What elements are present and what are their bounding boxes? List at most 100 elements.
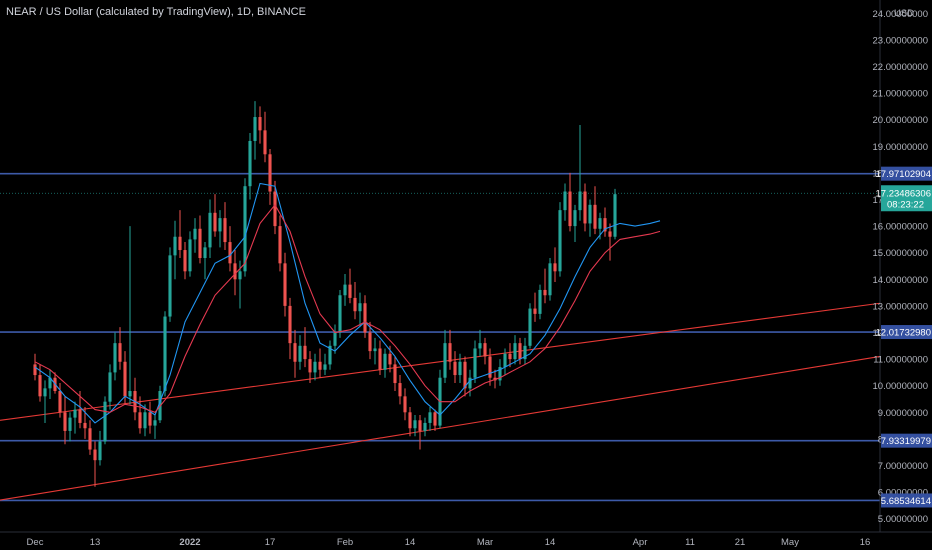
candle-body <box>63 412 67 431</box>
candle-body <box>518 343 522 360</box>
candle-body <box>498 367 502 381</box>
candle-body <box>513 343 517 360</box>
candle-body <box>338 295 342 333</box>
level-badge <box>881 493 932 508</box>
candle-body <box>423 422 427 431</box>
candle-body <box>343 284 347 296</box>
candle-body <box>193 228 197 240</box>
x-tick-label: Apr <box>633 537 648 548</box>
candle-body <box>433 412 437 426</box>
candle-body <box>283 263 287 306</box>
candle-body <box>218 218 222 232</box>
candle-body <box>163 316 167 392</box>
candle-body <box>88 428 92 450</box>
y-tick-label: 23.00000000 <box>873 35 928 46</box>
candle-body <box>363 303 367 333</box>
x-tick-label: 21 <box>735 537 746 548</box>
candle-body <box>253 117 257 141</box>
current-price-label: 17.23486306 <box>876 188 931 199</box>
x-tick-label: Feb <box>337 537 353 548</box>
candle-body <box>568 191 572 227</box>
trend-line <box>0 302 881 421</box>
candle-body <box>603 218 607 232</box>
y-tick-label: 9.00000000 <box>878 408 928 419</box>
candles <box>33 101 617 487</box>
candle-body <box>453 361 457 376</box>
chart-title: NEAR / US Dollar (calculated by TradingV… <box>6 6 306 18</box>
candle-body <box>548 263 552 296</box>
candle-body <box>113 343 117 373</box>
candle-body <box>508 353 512 360</box>
candle-body <box>68 417 72 431</box>
candle-body <box>488 356 492 378</box>
candle-body <box>523 345 527 360</box>
y-tick-label: 14.00000000 <box>873 275 928 286</box>
candle-body <box>208 212 212 248</box>
candle-body <box>373 348 377 352</box>
candle-body <box>73 409 77 418</box>
candle-body <box>608 231 612 237</box>
x-tick-label: 16 <box>860 537 871 548</box>
candle-body <box>598 218 602 229</box>
candle-body <box>263 130 267 155</box>
candle-body <box>103 401 107 442</box>
candle-body <box>298 345 302 362</box>
candle-body <box>533 308 537 314</box>
candle-body <box>213 212 217 232</box>
candle-body <box>418 420 422 431</box>
candle-body <box>313 361 317 373</box>
candle-body <box>538 289 542 314</box>
y-tick-label: 19.00000000 <box>873 142 928 153</box>
candle-body <box>98 441 102 461</box>
candle-body <box>188 239 192 272</box>
candle-body <box>388 353 392 365</box>
x-tick-label: 17 <box>265 537 276 548</box>
candle-body <box>448 343 452 362</box>
candle-body <box>408 412 412 429</box>
candle-body <box>108 372 112 402</box>
y-tick-label: 22.00000000 <box>873 62 928 73</box>
y-tick-label: 5.00000000 <box>878 514 928 525</box>
candle-body <box>333 332 337 346</box>
candle-body <box>563 191 567 211</box>
price-badges: 17.97102904 12.01732980 7.93319979 5.685346… <box>876 166 932 508</box>
candle-body <box>198 228 202 259</box>
candle-body <box>528 308 532 346</box>
candle-body <box>33 364 37 376</box>
candle-body <box>473 348 477 378</box>
candle-body <box>168 255 172 317</box>
time-axis[interactable]: Dec 13 2022 17 Feb 14 Mar 14 Apr 11 21 May 16 <box>0 531 932 548</box>
moving-average-line <box>34 203 661 413</box>
x-tick-label: 14 <box>405 537 416 548</box>
candle-body <box>238 271 242 280</box>
candle-body <box>78 409 82 423</box>
candle-body <box>118 343 122 362</box>
candle-body <box>183 250 187 272</box>
candle-body <box>588 204 592 224</box>
y-tick-label: 15.00000000 <box>873 248 928 259</box>
x-tick-label: 13 <box>90 537 101 548</box>
candle-body <box>503 353 507 368</box>
candle-body <box>248 140 252 187</box>
candle-body <box>303 345 307 360</box>
x-tick-label: May <box>781 537 799 548</box>
price-axis[interactable]: 24.00000000 23.00000000 22.00000000 21.0000… <box>873 0 928 532</box>
candle-body <box>383 353 387 370</box>
y-tick-label: 21.00000000 <box>873 89 928 100</box>
candle-body <box>123 361 127 397</box>
candle-body <box>468 377 472 389</box>
y-tick-label: 24.00000000 <box>873 9 928 20</box>
candle-body <box>308 359 312 373</box>
current-price-badge <box>881 185 932 212</box>
candle-body <box>138 412 142 429</box>
candle-body <box>233 263 237 280</box>
candle-body <box>613 194 617 237</box>
candle-body <box>323 364 327 370</box>
y-tick-label: 7.00000000 <box>878 461 928 472</box>
candle-body <box>278 226 282 264</box>
candle-body <box>128 391 132 397</box>
x-tick-label: 11 <box>685 537 695 548</box>
x-tick-label: Mar <box>477 537 493 548</box>
candle-body <box>368 332 372 352</box>
